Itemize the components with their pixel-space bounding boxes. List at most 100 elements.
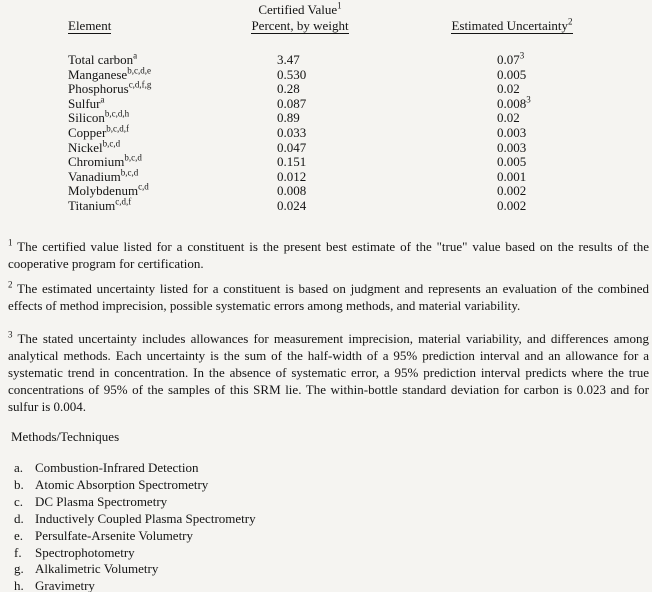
method-item: c. DC Plasma Spectrometry (14, 494, 256, 511)
method-item-label: Persulfate-Arsenite Volumetry (35, 527, 194, 543)
certified-value-cell: 3.47 (277, 52, 300, 67)
table-row: Vanadiumb,c,d 0.012 0.001 (0, 167, 652, 185)
table-header-row: Element Percent, by weight Estimated Unc… (0, 16, 652, 35)
certified-value-cell: 0.087 (277, 95, 307, 111)
element-column-header: Element (68, 18, 112, 34)
uncertainty-cell: 0.003 (497, 124, 527, 140)
footnote-1-text: The certified value listed for a constit… (8, 239, 649, 271)
method-item-label: Inductively Coupled Plasma Spectrometry (35, 510, 256, 526)
element-name-cell: Molybdenumc,d (68, 182, 149, 199)
footnote-2-text: The estimated uncertainty listed for a c… (8, 281, 650, 313)
table-row: Siliconb,c,d,h 0.89 0.02 (0, 109, 652, 126)
estimated-uncertainty-header-text: Estimated Uncertainty (451, 18, 569, 33)
table-row: Copperb,c,d,f 0.033 0.003 (0, 123, 652, 141)
method-item-letter: e. (14, 527, 24, 543)
method-item-label: Atomic Absorption Spectrometry (35, 476, 209, 492)
method-superscript: c,d,f (115, 196, 132, 207)
table-row: Titaniumc,d,f 0.024 0.002 (0, 196, 652, 214)
footnote-3-marker: 3 (8, 329, 13, 340)
method-superscript: b,c,d (124, 152, 142, 163)
footnote-2-marker: 2 (8, 279, 13, 290)
method-item-label: Alkalimetric Volumetry (35, 561, 159, 577)
method-item: e. Persulfate-Arsenite Volumetry (14, 528, 256, 545)
method-item: d. Inductively Coupled Plasma Spectrometr… (14, 511, 256, 528)
element-name-cell: Copperb,c,d,f (68, 123, 130, 140)
table-row: Molybdenumc,d 0.008 0.002 (0, 182, 652, 199)
method-superscript: b,c,d (102, 138, 121, 149)
method-item: f. Spectrophotometry (14, 545, 256, 562)
table-row: Total carbona 3.47 0.073 (0, 50, 652, 68)
certified-value-cell: 0.033 (277, 124, 307, 140)
method-superscript: c,d (138, 182, 149, 193)
footnote-1-marker: 1 (8, 237, 13, 248)
table-row: Phosphorusc,d,f,g 0.28 0.02 (0, 79, 652, 97)
certified-value-cell: 0.89 (277, 110, 300, 126)
uncertainty-cell: 0.002 (497, 197, 527, 213)
footnote-3-text: The stated uncertainty includes allowanc… (8, 331, 650, 414)
uncertainty-cell: 0.002 (497, 183, 527, 199)
footnote-1: 1 The certified value listed for a const… (8, 238, 649, 272)
element-name-cell: Sulfura (68, 94, 105, 111)
method-superscript: c,d,f,g (128, 79, 152, 90)
certified-value-cell: 0.28 (277, 81, 300, 97)
method-item: g. Alkalimetric Volumetry (14, 561, 256, 578)
footnote-2-reference: 2 (568, 16, 573, 27)
method-item-letter: a. (14, 460, 24, 475)
certified-value-cell: 0.024 (277, 197, 307, 213)
element-name-cell: Siliconb,c,d,h (68, 109, 130, 126)
method-superscript: b,c,d (120, 167, 139, 178)
method-item-letter: c. (14, 493, 24, 509)
method-item-label: Spectrophotometry (35, 544, 135, 560)
method-item-label: Gravimetry (35, 578, 95, 592)
element-name-cell: Phosphorusc,d,f,g (68, 79, 152, 97)
uncertainty-cell: 0.005 (497, 66, 527, 82)
method-superscript: a (133, 50, 138, 61)
certified-value-cell: 0.530 (277, 66, 307, 82)
element-name-cell: Vanadiumb,c,d (68, 167, 139, 184)
table-row: Chromiumb,c,d 0.151 0.005 (0, 152, 652, 170)
certified-value-cell: 0.151 (277, 154, 307, 170)
percent-by-weight-header: Percent, by weight (230, 18, 370, 34)
methods-techniques-heading: Methods/Techniques (11, 429, 120, 444)
footnote-2: 2 The estimated uncertainty listed for a… (8, 280, 649, 314)
method-item-letter: d. (14, 510, 24, 526)
method-item-label: DC Plasma Spectrometry (35, 493, 168, 509)
certified-value-header-text: Certified Value (258, 2, 338, 17)
methods-list: a. Combustion-Infrared Detection b. Atomic… (14, 460, 256, 592)
certified-value-cell: 0.008 (277, 183, 307, 199)
certified-value-header-line1: Certified Value1 (230, 0, 370, 18)
method-item: a. Combustion-Infrared Detection (14, 460, 256, 477)
table-row: Manganeseb,c,d,e 0.530 0.005 (0, 65, 652, 83)
element-name-cell: Manganeseb,c,d,e (68, 65, 151, 82)
estimated-uncertainty-header: Estimated Uncertainty2 (430, 16, 594, 34)
element-name-cell: Total carbona (68, 50, 138, 67)
method-superscript: a (100, 94, 105, 105)
estimated-uncertainty-header-inner: Estimated Uncertainty2 (451, 16, 573, 34)
footnote-1-reference: 1 (337, 0, 342, 11)
certified-value-cell: 0.012 (277, 168, 307, 184)
uncertainty-cell: 0.005 (497, 154, 527, 170)
element-name-cell: Nickelb,c,d (68, 138, 121, 155)
table-row: Nickelb,c,d 0.047 0.003 (0, 138, 652, 156)
element-name-cell: Titaniumc,d,f (68, 196, 132, 213)
element-name-cell: Chromiumb,c,d (68, 152, 142, 170)
method-item-letter: b. (14, 476, 24, 492)
uncertainty-cell: 0.0083 (497, 94, 531, 111)
footnote-superscript: 3 (526, 94, 531, 105)
method-superscript: b,c,d,h (104, 109, 130, 120)
method-item: h. Gravimetry (14, 578, 256, 592)
element-table-body: Total carbona 3.47 0.073 Manganeseb,c,d,… (0, 50, 652, 214)
method-item-label: Combustion-Infrared Detection (35, 460, 199, 475)
uncertainty-cell: 0.02 (497, 110, 520, 126)
footnote-3: 3 The stated uncertainty includes allowa… (8, 330, 649, 415)
method-superscript: b,c,d,e (127, 65, 151, 76)
percent-by-weight-header-text: Percent, by weight (251, 18, 349, 34)
method-item-letter: g. (14, 561, 24, 577)
element-column-header-text: Element (68, 18, 112, 34)
method-item-letter: h. (14, 578, 24, 592)
method-superscript: b,c,d,f (106, 123, 130, 134)
method-item: b. Atomic Absorption Spectrometry (14, 477, 256, 494)
uncertainty-cell: 0.003 (497, 139, 527, 155)
certified-value-cell: 0.047 (277, 139, 307, 155)
